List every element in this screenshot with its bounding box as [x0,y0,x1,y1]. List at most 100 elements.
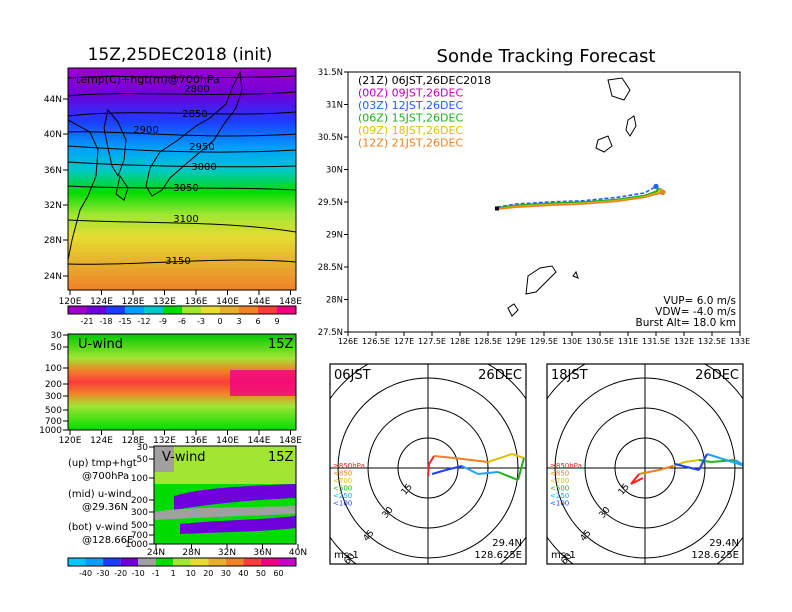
legend-line: @128.66E [82,535,133,546]
legend-line: @700hPa [82,471,129,482]
hodograph-level-label: <700 [333,477,352,485]
colorbar-swatch [163,306,182,314]
legend-line: @29.36N [82,502,128,513]
track-legend-item: (09Z) 18JST,26DEC [358,124,463,137]
map-x-tick-label: 136E [185,297,208,307]
wind-colorbar-swatch [208,558,226,566]
colorbar-swatch [277,306,296,314]
wind-colorbar: -40 -30 -20 -10 -1 1 10 20 30 40 50 60 [67,557,297,578]
hodograph-level-label: <100 [333,500,352,508]
track-lon-label: 126E [338,337,358,346]
track-line [496,185,657,208]
hodograph-level-label: <250 [333,492,352,500]
track-legend: (21Z) 06JST,26DEC2018(00Z) 09JST,26DEC(0… [358,74,491,150]
track-lat-label: 27.5N [318,328,343,338]
v-wind-pressure-label: 30 [137,443,149,453]
colorbar-swatch [106,306,125,314]
track-lon-label: 128E [450,337,470,346]
track-lon-label: 126.5E [362,337,390,346]
wind-colorbar-label: 30 [221,569,231,578]
u-wind-lon-label: 144E [248,436,271,446]
track-lat-label: 28N [326,296,343,306]
u-wind-time: 15Z [268,337,294,352]
wind-colorbar-label: -1 [152,569,160,578]
hodograph-level-label: <850 [550,470,569,478]
map-y-tick-label: 28N [44,236,62,246]
hodograph-06jst: 06JST 26DEC15304560≥850hPa<850<700<500<25… [329,363,527,567]
hodograph-unit: ms-1 [551,550,576,561]
track-line [496,191,663,210]
hodograph-trace [658,465,674,471]
track-lon-label: 129.5E [530,337,558,346]
wind-colorbar-label: 40 [238,569,248,578]
wind-colorbar-swatch [278,558,296,566]
wind-colorbar-swatch [68,558,86,566]
map-x-tick-label: 132E [153,297,176,307]
v-wind-label: V-wind [162,450,206,465]
map-y-tick-label: 36N [44,166,62,176]
track-lat-label: 31N [326,101,343,111]
colorbar-label: 3 [236,317,241,326]
hodograph-date: 26DEC [478,368,522,383]
map-x-tick-label: 128E [122,297,145,307]
hodograph-trace [684,459,700,463]
track-lon-label: 127.5E [418,337,446,346]
wind-colorbar-label: -40 [79,569,92,578]
hodograph-ring-label: 15 [400,482,415,497]
track-legend-item: (12Z) 21JST,26DEC [358,137,463,150]
wind-colorbar-label: 10 [186,569,196,578]
track-line [496,189,660,209]
colorbar-swatch [182,306,201,314]
hodograph-trace [638,469,660,475]
hodograph-lon: 128.625E [474,550,522,561]
colorbar-swatch [201,306,220,314]
hodograph-level-label: <700 [550,477,569,485]
track-lon-label: 130E [562,337,582,346]
colorbar-label: -18 [99,317,112,326]
hodograph-trace [710,459,736,463]
hodograph-lon: 128.625E [691,550,739,561]
track-parameter: VUP= 6.0 m/s [663,295,736,307]
track-parameter: VDW= -4.0 m/s [655,306,736,318]
colorbar-label: -12 [137,317,150,326]
u-wind-lon-label: 136E [185,436,208,446]
colorbar-swatch [125,306,144,314]
track-legend-item: (03Z) 12JST,26DEC [358,99,463,112]
map-y-tick-label: 40N [44,130,62,140]
temperature-field [68,68,296,290]
v-wind-pressure-label: 500 [131,521,148,531]
v-wind-lat-label: 40N [289,548,307,558]
map-y-tick-label: 44N [44,95,62,105]
hodograph-trace [706,453,743,467]
track-burst-point [660,189,666,195]
contour-label: 2950 [189,142,214,153]
colorbar-swatch [68,306,87,314]
colorbar-label: -6 [178,317,186,326]
track-lat-label: 28.5N [318,263,343,273]
colorbar-label: -3 [197,317,205,326]
hodograph-date: 26DEC [695,368,739,383]
track-legend-item: (00Z) 09JST,26DEC [358,87,463,100]
map-x-tick-label: 120E [59,297,82,307]
colorbar-swatch [87,306,106,314]
v-wind-pressure-label: 50 [137,455,149,465]
hodograph-level-label: <500 [550,485,569,493]
colorbar-label: -9 [159,317,167,326]
wind-colorbar-swatch [260,558,279,566]
wind-colorbar-label: 60 [273,569,283,578]
hodograph-frame [546,363,744,565]
wind-colorbar-label: -10 [132,569,145,578]
wind-colorbar-swatch [155,558,174,566]
map-frame [67,67,297,291]
track-lon-label: 131E [618,337,638,346]
u-wind-pressure-label: 500 [45,406,62,416]
colorbar-label: 6 [255,317,260,326]
init-title: 15Z,25DEC2018 (init) [88,45,273,65]
track-lat-label: 29N [326,231,343,241]
hodograph-frame [329,363,527,565]
wind-colorbar-swatch [103,558,121,566]
temperature-colorbar: -21 -18 -15 -12 -9 -6 -3 0 3 6 9 [67,305,297,326]
